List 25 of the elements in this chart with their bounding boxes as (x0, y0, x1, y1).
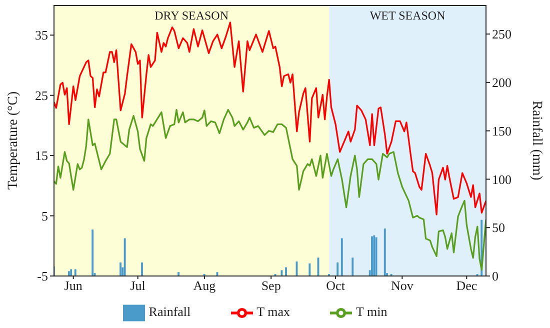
y-tick-label: 5 (42, 208, 48, 224)
y-tick-label: -5 (37, 268, 48, 284)
band-label: WET SEASON (370, 8, 446, 23)
band-label: DRY SEASON (154, 8, 229, 23)
x-tick-label: Sep (261, 278, 281, 294)
x-tick-label: Oct (326, 278, 346, 294)
x-tick-label: Aug (193, 278, 216, 294)
y-tick-label: 15 (35, 148, 48, 164)
legend-label: T min (356, 304, 388, 319)
y-tick-label: 35 (35, 28, 48, 43)
y-axis-title: Temperature (°C) (6, 91, 21, 190)
y2-axis-title: Rainfall (mm) (529, 100, 544, 181)
legend-label: T max (256, 304, 290, 319)
x-tick-label: Nov (390, 278, 414, 294)
y2-tick-label: 100 (492, 172, 512, 187)
y2-tick-label: 150 (492, 123, 512, 138)
y2-tick-label: 200 (492, 75, 512, 90)
y2-tick-label: 250 (492, 26, 512, 42)
x-tick-label: Dec (456, 278, 478, 294)
y2-tick-label: 0 (492, 268, 498, 284)
y2-tick-label: 50 (492, 220, 505, 236)
x-tick-label: Jul (130, 278, 146, 294)
y-tick-label: 25 (35, 88, 48, 103)
legend-label: Rainfall (148, 304, 191, 319)
x-tick-label: Jun (64, 278, 83, 294)
